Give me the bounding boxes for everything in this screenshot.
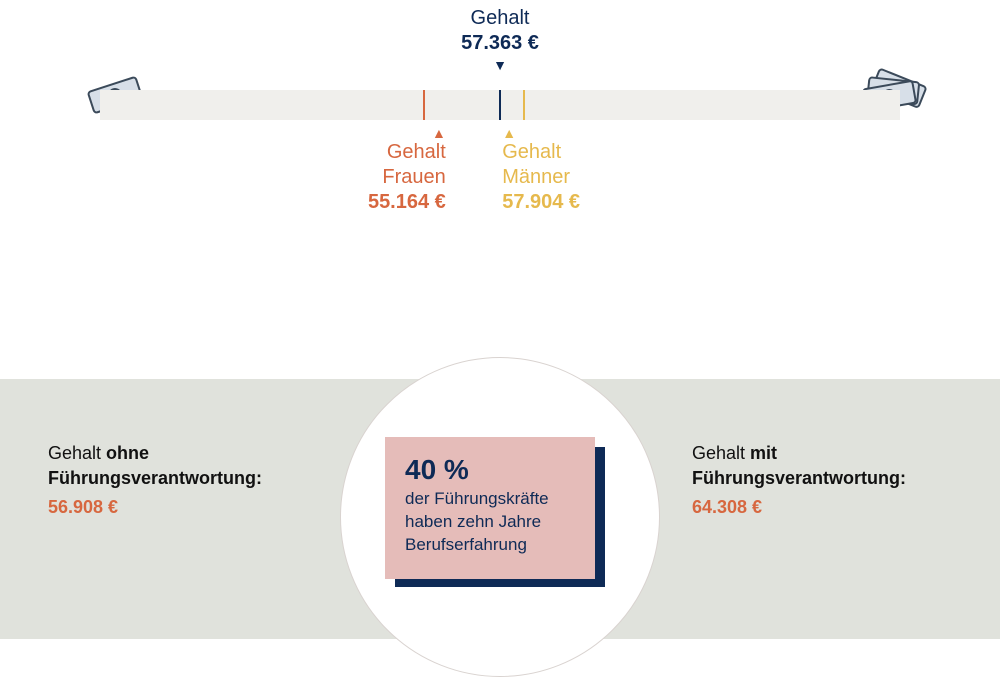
chevron-up-icon: ▲ <box>368 126 446 140</box>
stat-body: der Führungskräfte haben zehn Jahre Beru… <box>405 488 575 557</box>
with-pre: Gehalt <box>692 443 750 463</box>
chevron-down-icon: ▼ <box>461 58 539 72</box>
with-value: 64.308 € <box>692 495 952 520</box>
women-value: 55.164 € <box>368 190 446 215</box>
stat-circle: 40 % der Führungskräfte haben zehn Jahre… <box>340 357 660 677</box>
with-emph: mit <box>750 443 777 463</box>
without-tail: Führungsverantwortung: <box>48 468 262 488</box>
men-title: GehaltMänner <box>502 140 580 190</box>
salary-with-leadership: Gehalt mit Führungsverantwortung: 64.308… <box>692 441 952 521</box>
women-salary-label: ▲ GehaltFrauen 55.164 € <box>368 126 446 215</box>
overall-value: 57.363 € <box>461 31 539 56</box>
without-value: 56.908 € <box>48 495 308 520</box>
men-salary-label: ▲ GehaltMänner 57.904 € <box>502 126 580 215</box>
women-title: GehaltFrauen <box>368 140 446 190</box>
responsibility-panel: Gehalt ohne Führungsverantwortung: 56.90… <box>0 379 1000 639</box>
chevron-up-icon: ▲ <box>502 126 580 140</box>
with-tail: Führungsverantwortung: <box>692 468 906 488</box>
overall-salary-label: Gehalt 57.363 € ▼ <box>461 6 539 72</box>
salary-without-leadership: Gehalt ohne Führungsverantwortung: 56.90… <box>48 441 308 521</box>
card-shadow: 40 % der Führungskräfte haben zehn Jahre… <box>395 447 605 587</box>
marker-women <box>423 90 425 120</box>
stat-percent: 40 % <box>405 455 575 486</box>
stat-card: 40 % der Führungskräfte haben zehn Jahre… <box>385 437 595 579</box>
without-emph: ohne <box>106 443 149 463</box>
marker-overall <box>499 90 501 120</box>
without-pre: Gehalt <box>48 443 106 463</box>
overall-title: Gehalt <box>461 6 539 31</box>
salary-bar <box>100 90 900 120</box>
men-value: 57.904 € <box>502 190 580 215</box>
marker-men <box>523 90 525 120</box>
